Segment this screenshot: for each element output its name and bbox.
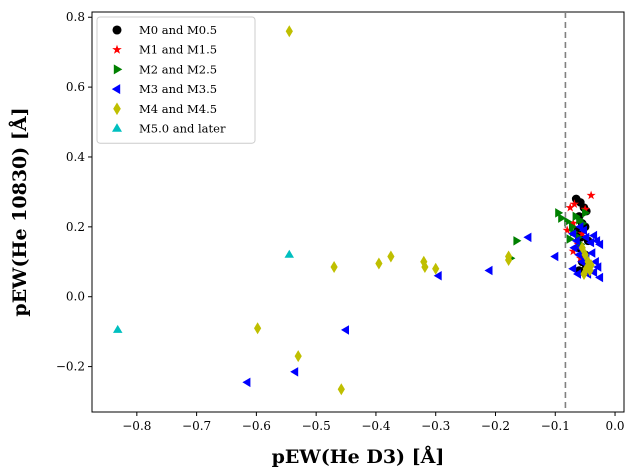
legend: M0 and M0.5 M1 and M1.5 M2 and M2.5 M3 and … (96, 16, 256, 144)
data-point (586, 237, 595, 248)
data-point (577, 229, 587, 238)
data-point (254, 322, 262, 335)
data-point (555, 208, 564, 218)
data-point (581, 248, 589, 261)
legend-marker (113, 102, 121, 116)
y-tick-label: 0.8 (66, 10, 85, 24)
legend-label: M3 and M3.5 (139, 82, 217, 96)
legend-label: M1 and M1.5 (139, 43, 217, 57)
data-point (569, 199, 579, 208)
x-tick-label: −0.5 (302, 419, 331, 433)
data-point (568, 246, 578, 256)
x-tick-label: −0.8 (122, 419, 151, 433)
y-axis-ticks: −0.2 0.0 0.2 0.4 0.6 0.8 (56, 10, 92, 374)
x-tick-label: −0.1 (541, 419, 570, 433)
data-point (375, 257, 383, 270)
plot-frame (91, 11, 625, 413)
data-point (550, 251, 559, 262)
data-point (421, 261, 429, 273)
x-tick-label: −0.3 (421, 419, 450, 433)
y-tick-label: 0.0 (66, 290, 85, 304)
data-point (432, 262, 440, 275)
y-tick-label: 0.4 (66, 150, 85, 164)
data-point (590, 257, 599, 267)
data-point (571, 236, 580, 246)
data-point (330, 261, 338, 273)
data-point (290, 367, 299, 377)
data-point (387, 250, 395, 263)
data-point (294, 350, 302, 363)
y-axis-label: pEW(He 10830) [Å] (8, 107, 31, 316)
legend-label: M4 and M4.5 (139, 102, 217, 116)
data-point (575, 222, 584, 232)
legend-box (96, 16, 256, 144)
legend-marker (112, 44, 122, 54)
data-point (433, 271, 442, 281)
data-point (566, 234, 575, 244)
data-point (513, 236, 522, 246)
data-point (484, 265, 493, 276)
data-point (593, 262, 602, 272)
data-point (558, 213, 567, 223)
x-tick-label: −0.6 (242, 419, 271, 433)
data-markers (113, 25, 604, 396)
data-point (586, 264, 594, 277)
legend-marker (112, 123, 122, 132)
legend-marker (111, 84, 121, 95)
x-axis-label: pEW(He D3) [Å] (272, 445, 445, 468)
y-tick-label: 0.2 (66, 220, 85, 234)
x-axis-ticks: −0.8 −0.7 −0.6 −0.5 −0.4 −0.3 −0.2 −0.1 0.0 (122, 412, 625, 433)
data-point (565, 202, 575, 212)
data-point (284, 249, 294, 258)
data-point (580, 204, 590, 214)
data-point (595, 239, 604, 250)
y-tick-label: 0.6 (66, 80, 85, 94)
x-tick-label: −0.2 (481, 419, 510, 433)
data-point (574, 250, 583, 260)
legend-label: M2 and M2.5 (139, 62, 217, 76)
data-point (587, 248, 596, 258)
legend-marker (113, 64, 123, 75)
data-point (113, 324, 123, 333)
x-tick-label: −0.7 (182, 419, 211, 433)
data-point (589, 230, 598, 241)
data-point (285, 25, 293, 38)
x-tick-label: 0.0 (605, 419, 624, 433)
data-point (337, 383, 345, 396)
data-point (523, 232, 532, 243)
data-point (569, 243, 578, 253)
legend-label: M0 and M0.5 (139, 23, 217, 37)
y-tick-label: −0.2 (56, 360, 85, 374)
data-point (580, 268, 588, 280)
data-point (242, 377, 251, 388)
data-point (568, 264, 577, 274)
data-point (420, 255, 428, 268)
data-point (582, 208, 591, 218)
data-point (573, 269, 581, 279)
data-point (568, 218, 578, 228)
data-point (595, 272, 604, 283)
data-point (589, 267, 598, 277)
data-point (562, 225, 572, 235)
data-point (581, 232, 590, 243)
legend-marker (112, 25, 122, 35)
x-tick-label: −0.4 (361, 419, 391, 433)
data-point (341, 325, 349, 335)
legend-label: M5.0 and later (139, 122, 226, 136)
data-point (568, 229, 577, 239)
data-point (586, 190, 596, 200)
data-point (505, 254, 513, 266)
